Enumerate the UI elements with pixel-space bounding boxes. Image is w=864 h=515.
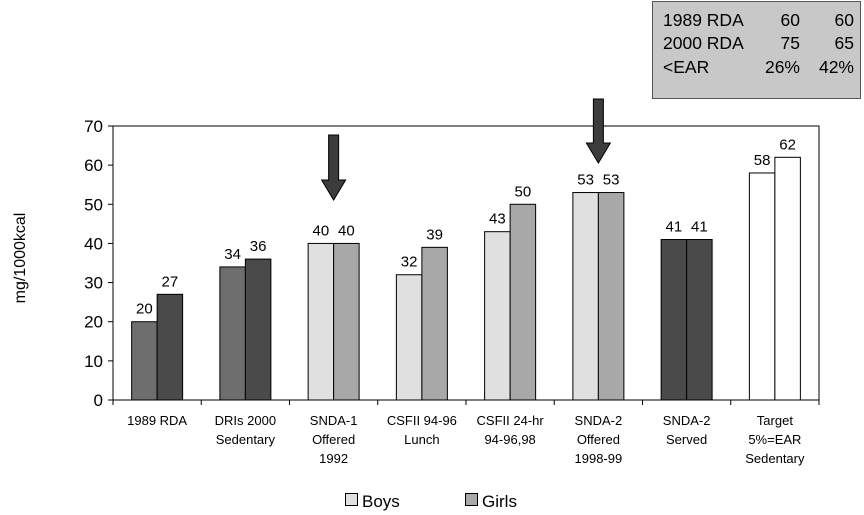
x-tick-label: 1998-99 [575,451,623,466]
info-cell: 75 [780,33,800,53]
y-tick-label: 30 [84,274,103,293]
x-tick-label: Offered [312,432,355,447]
x-tick-label: Sedentary [216,432,276,447]
y-tick-label: 0 [94,391,103,410]
data-label-boys: 32 [401,254,418,271]
bar-boys [219,266,246,401]
y-tick-label: 20 [84,313,103,332]
x-tick-label: 1992 [319,451,348,466]
data-label-boys: 34 [224,246,241,263]
y-tick-label: 50 [84,195,103,214]
info-cell: 65 [834,33,854,53]
info-row: <EAR 26% 42% [653,57,860,79]
legend: Boys Girls [0,492,864,514]
x-tick-label: SNDA-2 [663,413,711,428]
x-tick-label: SNDA-1 [310,413,358,428]
data-label-girls: 53 [603,172,620,189]
x-tick-label: 1989 RDA [127,413,187,428]
info-row: 2000 RDA 75 65 [653,33,860,55]
y-tick-label: 40 [84,234,103,253]
plot-frame [112,125,820,401]
x-tick-label: DRIs 2000 [215,413,276,428]
bar-boys [484,231,511,401]
data-label-girls: 50 [515,183,532,200]
x-tick-label: Served [666,432,707,447]
data-label-boys: 41 [666,219,683,236]
bar-girls [686,239,713,401]
down-arrow-icon [585,98,612,164]
x-tick-label: 94-96,98 [484,432,535,447]
x-tick-label: Target [757,413,794,428]
bar-boys [572,192,599,401]
bar-boys [395,274,423,401]
bar-girls [421,246,448,401]
x-tick-label: Lunch [404,432,439,447]
data-label-girls: 62 [779,136,796,153]
y-tick-label: 60 [84,156,103,175]
data-label-boys: 58 [754,152,771,169]
bar-girls [597,192,625,401]
data-label-boys: 20 [136,301,153,318]
info-cell: 60 [780,10,800,30]
x-tick-label: CSFII 94-96 [387,413,457,428]
x-tick-label: 5%=EAR [748,432,801,447]
bar-girls [244,258,272,401]
x-tick-label: Offered [577,432,620,447]
info-cell: 26% [764,57,800,77]
x-tick-label: CSFII 24-hr [477,413,545,428]
down-arrow-icon [320,134,347,201]
legend-item-girls: Girls [465,492,517,512]
info-cell: 60 [834,10,854,30]
bar-girls [156,293,184,401]
data-label-boys: 43 [489,211,506,228]
legend-item-boys: Boys [345,492,400,512]
x-tick-label: SNDA-2 [575,413,623,428]
y-axis-label: mg/1000kcal [12,212,29,304]
data-label-boys: 40 [313,222,330,239]
legend-label-boys: Boys [362,492,400,511]
info-cell: <EAR [663,57,710,77]
legend-swatch-boys [345,493,358,506]
info-cell: 2000 RDA [663,33,744,53]
y-tick-label: 70 [84,117,103,136]
legend-label-girls: Girls [482,492,517,511]
legend-swatch-girls [465,493,478,506]
y-tick-label: 10 [84,352,103,371]
bar-boys [131,321,158,401]
rda-info-box: 1989 RDA 60 60 2000 RDA 75 65 <EAR 26% 4… [652,1,861,99]
bar-girls [774,156,801,401]
data-label-girls: 41 [691,219,708,236]
bar-girls [509,203,537,401]
data-label-boys: 53 [577,172,594,189]
info-row: 1989 RDA 60 60 [653,10,860,32]
data-label-girls: 40 [338,222,355,239]
data-label-girls: 36 [250,238,267,255]
bar-boys [660,239,688,401]
data-label-girls: 39 [426,226,443,243]
bar-boys [307,242,335,401]
info-cell: 1989 RDA [663,10,744,30]
data-label-girls: 27 [162,273,179,290]
bar-girls [333,242,360,401]
bar-boys [748,172,776,401]
info-cell: 42% [818,57,854,77]
x-tick-label: Sedentary [745,451,805,466]
